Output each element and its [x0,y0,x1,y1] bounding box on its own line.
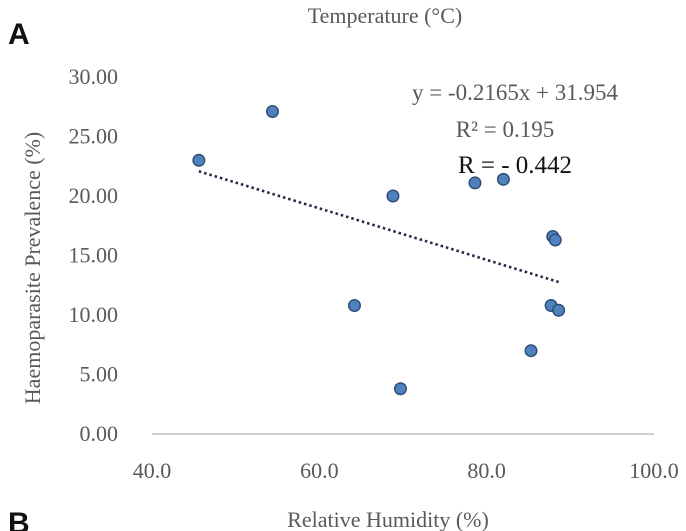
x-axis-title: Relative Humidity (%) [287,507,489,531]
x-tick-label: 60.0 [300,458,339,483]
y-tick-labels: 0.00 5.00 10.00 15.00 20.00 25.00 30.00 [69,64,119,446]
y-tick-label: 15.00 [69,243,119,268]
data-point [386,189,400,203]
correlation-label: R = - 0.442 [458,152,572,179]
x-tick-label: 40.0 [133,458,172,483]
data-point [347,298,361,312]
y-tick-label: 20.00 [69,183,119,208]
data-point [524,344,538,358]
data-point [265,105,279,119]
data-point [393,382,407,396]
data-point [496,172,510,186]
y-tick-label: 5.00 [80,362,119,387]
data-point [552,303,566,317]
r-squared-label: R² = 0.195 [456,117,554,142]
data-point [468,176,482,190]
regression-equation: y = -0.2165x + 31.954 [412,80,619,105]
y-tick-label: 0.00 [80,421,119,446]
panel-label-b: B [8,507,30,531]
top-title: Temperature (°C) [308,3,462,28]
y-tick-label: 30.00 [69,64,119,89]
y-axis-title: Haemoparasite Prevalence (%) [20,132,45,404]
x-tick-labels: 40.0 60.0 80.0 100.0 [133,458,679,483]
y-tick-label: 10.00 [69,302,119,327]
data-points [192,105,566,396]
x-tick-label: 100.0 [629,458,679,483]
data-point [548,233,562,247]
x-tick-label: 80.0 [467,458,506,483]
trendline [198,169,560,284]
y-tick-label: 25.00 [69,124,119,149]
panel-label-a: A [8,18,30,51]
data-point [192,153,206,167]
